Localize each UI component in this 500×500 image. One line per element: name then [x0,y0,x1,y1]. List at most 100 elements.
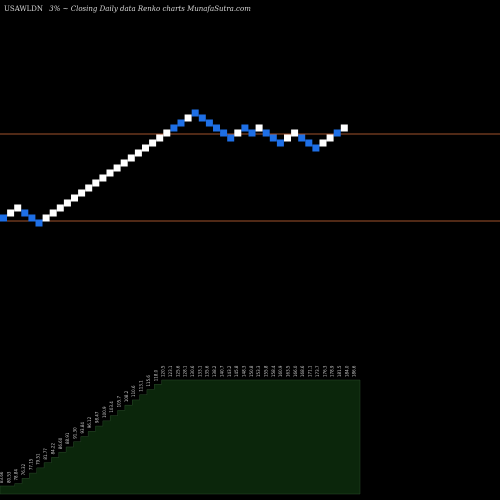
value-label: 118.0 [153,369,158,381]
renko-brick [28,214,36,222]
renko-brick [241,124,249,132]
value-label: 186.6 [352,365,357,377]
renko-brick [134,149,142,157]
renko-brick [142,144,149,152]
value-label: 79.51 [36,453,41,465]
renko-brick [227,134,235,142]
renko-brick [262,129,270,137]
value-label: 140.7 [219,365,224,377]
value-label: 128.1 [183,365,188,377]
value-label: 76.32 [21,463,26,475]
value-label: 130.6 [190,365,195,377]
renko-brick [319,139,327,147]
value-label: 153.3 [256,365,261,377]
value-label: 105.7 [117,395,122,407]
value-label: 168.6 [300,365,305,377]
renko-brick [177,119,185,127]
renko-brick [14,204,22,212]
renko-brick [198,114,206,122]
renko-brick [49,209,57,217]
value-label: 115.6 [146,375,151,387]
value-label: 181.5 [337,365,342,377]
renko-brick [291,129,299,137]
value-label: 81.77 [43,448,48,460]
value-label: 171.1 [308,365,313,377]
value-label: 83.66 [0,471,4,483]
value-label: 150.8 [249,365,254,377]
renko-brick [269,134,277,142]
renko-brick [85,184,93,192]
renko-brick [326,134,334,142]
renko-brick [333,129,341,137]
renko-brick [276,139,284,147]
renko-brick [163,129,171,137]
renko-brick [120,159,128,167]
renko-brick [99,174,107,182]
renko-brick [205,119,213,127]
value-label: 91.30 [72,427,77,439]
value-label: 100.9 [102,406,107,418]
renko-brick [127,154,135,162]
renko-brick [0,214,7,222]
value-label: 86.60 [58,437,63,449]
renko-brick [106,169,114,177]
renko-brick [63,199,71,207]
volume-area [0,379,361,495]
value-label: 163.5 [286,365,291,377]
renko-brick [248,129,256,137]
value-label: 145.8 [234,365,239,377]
renko-brick [305,139,313,147]
value-label: 96.12 [87,416,92,428]
renko-brick [191,109,199,117]
percent-setting: 3% [49,5,61,13]
renko-brick [21,209,29,217]
value-label: 77.15 [28,458,33,470]
renko-brick [340,124,348,132]
ticker-symbol: USAWLDN [4,5,44,13]
renko-brick [42,214,50,222]
renko-brick [213,124,220,132]
renko-brick [298,134,306,142]
value-label: 103.4 [109,401,114,413]
value-label: 78.84 [14,469,19,481]
renko-brick [7,209,15,217]
value-label: 173.7 [315,365,320,377]
renko-brick [170,124,178,132]
value-label: 120.5 [161,365,166,377]
value-label: 166.0 [293,365,298,377]
value-label: 93.84 [80,422,85,434]
renko-brick [284,134,291,142]
renko-brick [71,194,78,202]
renko-brick [149,139,157,147]
renko-brick [220,129,228,137]
renko-brick [92,179,100,187]
value-label: 138.2 [212,365,217,377]
value-label: 155.8 [263,365,268,377]
value-label: 123.1 [168,365,173,377]
value-label: 125.6 [175,365,180,377]
value-label: 98.47 [95,411,100,423]
arrow-glyph: ~ [62,5,69,13]
renko-brick [234,129,242,137]
renko-brick [312,144,320,152]
chart-description: Closing Daily data Renko charts MunafaSu… [70,5,251,13]
renko-brick [78,189,86,197]
chart-header: USAWLDN 3% ~ Closing Daily data Renko ch… [4,3,494,15]
renko-brick [56,204,64,212]
renko-brick [156,134,164,142]
renko-brick [184,114,192,122]
value-label: 80.53 [6,471,11,483]
renko-brick [255,124,263,132]
value-label: 184.0 [344,365,349,377]
value-label: 113.1 [139,380,144,392]
value-label: 84.22 [50,443,55,455]
value-label: 135.6 [205,365,210,377]
value-label: 178.9 [330,365,335,377]
renko-brick [113,164,121,172]
value-label: 133.1 [197,365,202,377]
renko-brick [35,219,43,227]
value-label: 148.3 [241,365,246,377]
value-label: 88.91 [65,432,70,444]
